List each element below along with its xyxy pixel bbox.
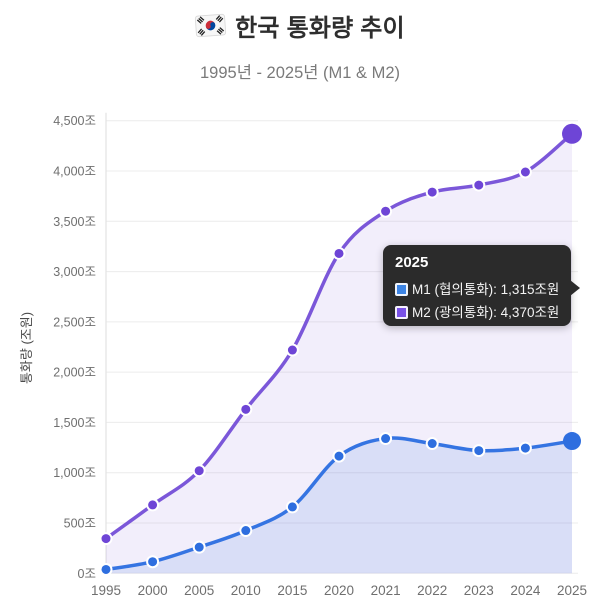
x-tick-label: 2023	[464, 583, 494, 598]
data-point-m2-2010	[239, 402, 253, 416]
data-point-m2-2022	[425, 185, 439, 199]
data-point-m1-2010	[239, 524, 253, 538]
y-tick-label: 3,000조	[53, 265, 96, 279]
data-point-m1-2000	[146, 555, 160, 569]
x-tick-label: 2022	[417, 583, 447, 598]
y-tick-label: 2,500조	[53, 315, 96, 329]
x-tick-label: 1995	[91, 583, 121, 598]
y-tick-label: 0조	[78, 567, 96, 581]
data-point-m1-2015	[285, 500, 299, 514]
tooltip-row-m1: M1 (협의통화): 1,315조원	[395, 278, 559, 301]
x-tick-label: 2005	[184, 583, 214, 598]
data-point-m1-2020	[332, 449, 346, 463]
data-point-m2-2021	[379, 204, 393, 218]
data-point-m1-2021	[379, 432, 393, 446]
data-point-m2-2025	[562, 123, 582, 144]
chart-subtitle: 1995년 - 2025년 (M1 & M2)	[199, 64, 401, 82]
data-point-m2-2000	[146, 498, 160, 512]
data-point-m2-1995	[99, 532, 113, 546]
data-point-m1-1995	[99, 562, 113, 576]
data-point-m2-2024	[518, 165, 532, 179]
y-axis-title: 통화량 (조원)	[19, 312, 34, 384]
y-tick-label: 500조	[64, 517, 96, 531]
data-point-m1-2005	[192, 540, 206, 554]
y-tick-label: 4,000조	[53, 164, 96, 178]
data-point-m2-2020	[332, 246, 346, 260]
korea-flag-icon	[194, 12, 227, 39]
data-point-m2-2015	[285, 343, 299, 357]
chart-tooltip: 2025 M1 (협의통화): 1,315조원 M2 (광의통화): 4,370…	[383, 245, 581, 326]
data-point-m1-2024	[518, 441, 532, 455]
x-tick-label: 2024	[510, 583, 541, 598]
y-tick-label: 4,500조	[53, 114, 96, 128]
x-tick-label: 2000	[138, 583, 168, 598]
data-point-m1-2023	[472, 444, 486, 458]
tooltip-row-m2-text: M2 (광의통화): 4,370조원	[412, 305, 560, 320]
y-tick-label: 1,500조	[53, 416, 96, 430]
tooltip-title: 2025	[395, 254, 429, 271]
chart-header: 한국 통화량 추이 1995년 - 2025년 (M1 & M2)	[0, 8, 600, 83]
x-tick-label: 2021	[371, 583, 401, 598]
data-point-m2-2005	[192, 464, 206, 478]
data-point-m2-2023	[472, 178, 486, 192]
series-line-m2	[104, 132, 574, 541]
x-tick-label: 2015	[277, 583, 307, 598]
series-area-m2	[106, 133, 572, 574]
y-tick-label: 3,500조	[53, 215, 96, 229]
m2-series-swatch-icon	[395, 306, 408, 319]
x-tick-label: 2010	[231, 583, 261, 598]
tooltip-row-m2: M2 (광의통화): 4,370조원	[395, 301, 559, 324]
y-tick-label: 1,000조	[53, 466, 96, 480]
page-title: 한국 통화량 추이	[235, 15, 405, 42]
y-tick-label: 2,000조	[53, 366, 96, 380]
data-point-m1-2025	[563, 432, 581, 451]
x-tick-label: 2025	[557, 583, 587, 598]
m1-series-swatch-icon	[395, 283, 408, 296]
x-tick-label: 2020	[324, 583, 354, 598]
tooltip-caret-icon	[570, 280, 581, 296]
data-point-m1-2022	[425, 437, 439, 451]
tooltip-row-m1-text: M1 (협의통화): 1,315조원	[412, 282, 560, 297]
